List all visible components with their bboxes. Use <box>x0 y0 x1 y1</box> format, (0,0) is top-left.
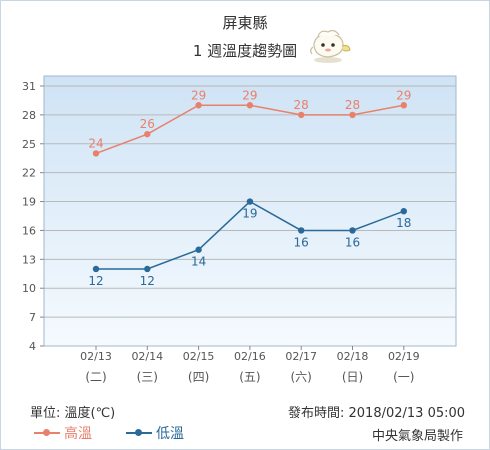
data-point-low <box>144 265 151 273</box>
data-point-high <box>400 102 407 109</box>
x-tick-label-weekday: (四) <box>188 370 209 384</box>
data-label-low: 12 <box>88 274 103 288</box>
x-tick-label-date: 02/15 <box>183 350 215 363</box>
y-tick-label: 4 <box>29 340 36 353</box>
y-axis-tick-labels: 4 7 10 13 16 19 22 25 28 31 <box>22 80 44 353</box>
x-tick-label-date: 02/13 <box>80 350 112 363</box>
data-point-high <box>195 102 202 109</box>
y-tick-label: 31 <box>22 80 36 93</box>
x-tick-label-date: 02/17 <box>285 350 317 363</box>
weather-mascot-icon <box>310 29 351 63</box>
y-tick-label: 13 <box>22 253 36 266</box>
data-point-low <box>92 265 100 273</box>
x-tick-label-weekday: (五) <box>239 370 260 384</box>
data-label-low: 16 <box>345 235 360 249</box>
data-point-low <box>246 198 254 205</box>
producer-credit: 中央氣象局製作 <box>372 429 464 444</box>
data-label-high: 29 <box>191 88 206 102</box>
y-tick-label: 16 <box>22 224 36 237</box>
data-point-high <box>246 102 254 109</box>
data-point-low <box>349 227 356 234</box>
chart-subtitle: 1 週溫度趨勢圖 <box>192 42 298 60</box>
data-point-low <box>298 227 305 234</box>
x-tick-label-weekday: (日) <box>342 370 363 384</box>
x-tick-label-weekday: (二) <box>85 370 106 384</box>
y-tick-label: 28 <box>22 109 36 122</box>
y-tick-label: 22 <box>22 167 36 180</box>
legend-high: 高溫 <box>34 423 92 443</box>
legend-low-label: 低溫 <box>156 426 184 442</box>
location-title: 屏東縣 <box>222 14 268 32</box>
y-tick-label: 7 <box>29 311 36 324</box>
data-point-high <box>349 111 356 119</box>
data-label-low: 16 <box>294 235 309 249</box>
data-label-high: 28 <box>345 98 360 112</box>
data-label-low: 19 <box>242 207 257 221</box>
data-label-low: 12 <box>140 274 155 288</box>
x-axis-tick-labels: 02/13 (二) 02/14 (三) 02/15 (四) 02/16 (五) 02/17 (六)… <box>80 346 420 384</box>
data-point-low <box>400 207 407 215</box>
temperature-line-chart: 4 7 10 13 16 19 22 25 28 31 02/13 (二) 02/14 (三) 02/15… <box>22 75 457 384</box>
data-label-high: 29 <box>396 88 411 102</box>
legend-low-swatch-icon <box>126 427 152 439</box>
data-label-high: 29 <box>242 88 257 102</box>
x-tick-label-date: 02/18 <box>337 350 369 363</box>
data-point-high <box>144 130 151 138</box>
y-tick-label: 10 <box>22 282 36 295</box>
x-tick-label-date: 02/19 <box>388 350 420 363</box>
data-label-high: 26 <box>140 117 155 131</box>
x-tick-label-weekday: (六) <box>291 370 312 384</box>
data-label-low: 18 <box>396 216 411 230</box>
data-point-low <box>195 246 202 253</box>
x-tick-label-date: 02/16 <box>234 350 266 363</box>
unit-label: 單位: 溫度(℃) <box>30 406 116 421</box>
y-tick-label: 25 <box>22 138 36 151</box>
data-label-high: 28 <box>294 98 309 112</box>
x-tick-label-weekday: (一) <box>393 370 414 384</box>
issue-time: 發布時間: 2018/02/13 05:00 <box>288 406 466 421</box>
x-tick-label-date: 02/14 <box>131 350 163 363</box>
x-tick-label-weekday: (三) <box>137 370 158 384</box>
data-label-high: 24 <box>88 136 103 150</box>
data-point-high <box>92 150 100 157</box>
legend-high-label: 高溫 <box>64 426 92 442</box>
data-label-low: 14 <box>191 255 206 269</box>
legend-low: 低溫 <box>126 423 184 443</box>
series-layer: 24 26 29 29 28 28 29 12 12 14 19 16 16 18 <box>88 88 411 288</box>
legend-high-swatch-icon <box>34 427 60 439</box>
y-tick-label: 19 <box>22 196 36 209</box>
data-point-high <box>298 111 305 119</box>
plot-area <box>43 75 457 347</box>
